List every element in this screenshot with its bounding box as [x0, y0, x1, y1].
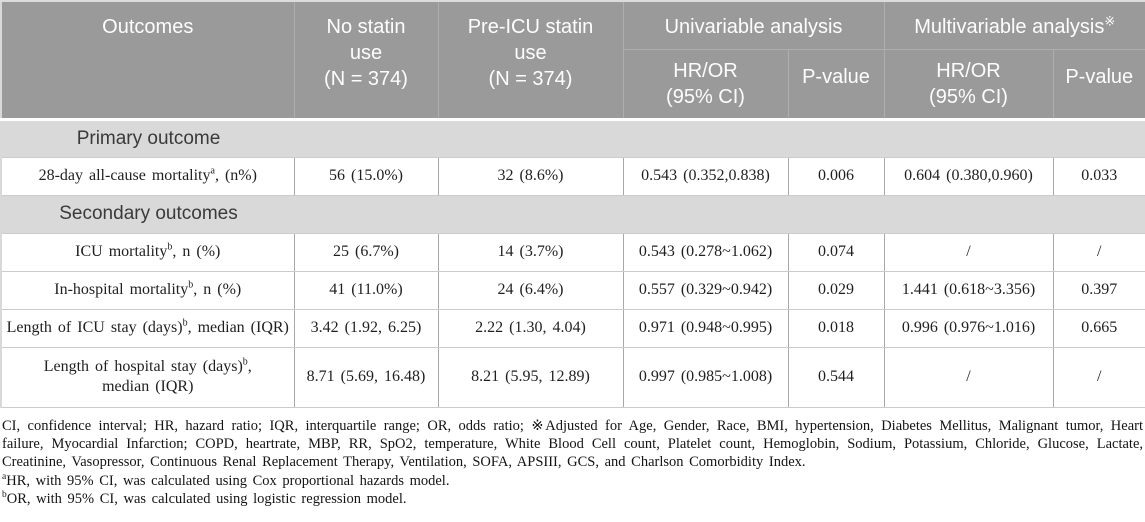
row-label-text: 28-day all-cause mortality: [38, 167, 211, 184]
outcomes-comparison-table: Outcomes No statin use (N = 374) Pre-ICU…: [0, 0, 1145, 408]
cell-multi-p: 0.397: [1052, 271, 1145, 310]
row-label: ICU mortalityb, n (%): [1, 233, 294, 272]
cell-uni-p: 0.018: [787, 309, 884, 348]
row-label-text: Length of ICU stay (days): [6, 319, 183, 336]
footnote-a-text: HR, with 95% CI, was calculated using Co…: [6, 472, 450, 489]
footnote-marker: b: [167, 241, 173, 253]
cell-no-statin: 8.71 (5.69, 16.48): [293, 347, 438, 408]
section-cell: Secondary outcomes: [1, 194, 1145, 234]
footnote-marker: b: [242, 356, 248, 368]
row-label-suffix: , n (%): [193, 281, 242, 298]
abbreviations-note: CI, confidence interval; HR, hazard rati…: [2, 417, 1143, 471]
header-multi-hr-or: HR/OR (95% CI): [883, 48, 1053, 119]
cell-multi-p: /: [1052, 347, 1145, 408]
table-row-28-day-mortality: 28-day all-cause mortalitya, (n%) 56 (15…: [1, 157, 1145, 196]
cell-uni-p: 0.006: [787, 157, 884, 196]
footnote-marker: a: [2, 471, 7, 482]
cell-uni-hr-or: 0.543 (0.352,0.838): [622, 157, 788, 196]
row-label-suffix: , median (IQR): [102, 358, 252, 395]
table-row-icu-stay-length: Length of ICU stay (days)b, median (IQR)…: [1, 309, 1145, 348]
cell-pre-icu: 14 (3.7%): [437, 233, 623, 272]
header-univariable-analysis: Univariable analysis: [622, 1, 884, 49]
row-label-text: ICU mortality: [75, 243, 168, 260]
cell-multi-p: 0.033: [1052, 157, 1145, 196]
footnote-b-text: OR, with 95% CI, was calculated using lo…: [6, 491, 407, 508]
table-row-hospital-stay-length: Length of hospital stay (days)b, median …: [1, 347, 1145, 408]
header-group-row: Outcomes No statin use (N = 374) Pre-ICU…: [1, 1, 1145, 119]
footnote-marker: b: [182, 317, 188, 329]
footnote-marker: b: [188, 279, 194, 291]
cell-pre-icu: 8.21 (5.95, 12.89): [437, 347, 623, 408]
cell-multi-hr-or: 0.996 (0.976~1.016): [883, 309, 1053, 348]
section-row-secondary-outcomes: Secondary outcomes: [1, 194, 1145, 234]
section-cell: Primary outcome: [1, 118, 1145, 158]
row-label: Length of hospital stay (days)b, median …: [1, 347, 294, 408]
header-sub-row: HR/OR (95% CI) P-value HR/OR (95% CI) P-…: [1, 48, 1145, 119]
section-label: Primary outcome: [76, 127, 221, 149]
header-no-statin-use: No statin use (N = 374): [293, 1, 438, 119]
cell-uni-p: 0.029: [787, 271, 884, 310]
row-label-suffix: , (n%): [214, 167, 257, 184]
table-row-icu-mortality: ICU mortalityb, n (%) 25 (6.7%) 14 (3.7%…: [1, 233, 1145, 272]
cell-pre-icu: 2.22 (1.30, 4.04): [437, 309, 623, 348]
table-body: Primary outcome 28-day all-cause mortali…: [1, 118, 1145, 408]
header-uni-p-value: P-value: [787, 48, 884, 119]
row-label-suffix: , median (IQR): [187, 319, 289, 336]
cell-multi-hr-or: 0.604 (0.380,0.960): [883, 157, 1053, 196]
row-label: Length of ICU stay (days)b, median (IQR): [1, 309, 294, 348]
cell-no-statin: 56 (15.0%): [293, 157, 438, 196]
row-label-suffix: , n (%): [172, 243, 221, 260]
header-uni-hr-or: HR/OR (95% CI): [622, 48, 788, 119]
cell-multi-hr-or: 1.441 (0.618~3.356): [883, 271, 1053, 310]
cell-pre-icu: 24 (6.4%): [437, 271, 623, 310]
cell-uni-hr-or: 0.543 (0.278~1.062): [622, 233, 788, 272]
row-label-text: Length of hospital stay (days): [43, 358, 243, 375]
cell-no-statin: 41 (11.0%): [293, 271, 438, 310]
cell-uni-p: 0.544: [787, 347, 884, 408]
table-header: Outcomes No statin use (N = 374) Pre-ICU…: [1, 1, 1145, 119]
header-multivariable-analysis: Multivariable analysis※: [883, 1, 1145, 49]
cell-no-statin: 3.42 (1.92, 6.25): [293, 309, 438, 348]
header-multi-p-value: P-value: [1052, 48, 1145, 119]
row-label-text: In-hospital mortality: [54, 281, 189, 298]
section-row-primary-outcome: Primary outcome: [1, 118, 1145, 158]
cell-multi-p: /: [1052, 233, 1145, 272]
row-label: 28-day all-cause mortalitya, (n%): [1, 157, 294, 196]
table-footnotes: CI, confidence interval; HR, hazard rati…: [0, 408, 1145, 509]
reference-mark-icon: ※: [1104, 13, 1116, 29]
paper-table-figure: Outcomes No statin use (N = 374) Pre-ICU…: [0, 0, 1145, 509]
cell-pre-icu: 32 (8.6%): [437, 157, 623, 196]
header-outcomes: Outcomes: [1, 1, 294, 119]
cell-uni-hr-or: 0.557 (0.329~0.942): [622, 271, 788, 310]
row-label: In-hospital mortalityb, n (%): [1, 271, 294, 310]
cell-multi-hr-or: /: [883, 347, 1053, 408]
cell-multi-hr-or: /: [883, 233, 1053, 272]
cell-uni-hr-or: 0.971 (0.948~0.995): [622, 309, 788, 348]
footnote-marker: a: [210, 165, 215, 177]
footnote-a: aHR, with 95% CI, was calculated using C…: [2, 472, 1143, 490]
table-row-in-hospital-mortality: In-hospital mortalityb, n (%) 41 (11.0%)…: [1, 271, 1145, 310]
cell-multi-p: 0.665: [1052, 309, 1145, 348]
header-pre-icu-statin-use: Pre-ICU statin use (N = 374): [437, 1, 623, 119]
footnote-marker: b: [2, 490, 7, 501]
section-label: Secondary outcomes: [59, 203, 238, 224]
cell-no-statin: 25 (6.7%): [293, 233, 438, 272]
footnote-b: bOR, with 95% CI, was calculated using l…: [2, 490, 1143, 508]
multivariable-label: Multivariable analysis: [914, 16, 1105, 38]
cell-uni-hr-or: 0.997 (0.985~1.008): [622, 347, 788, 408]
cell-uni-p: 0.074: [787, 233, 884, 272]
